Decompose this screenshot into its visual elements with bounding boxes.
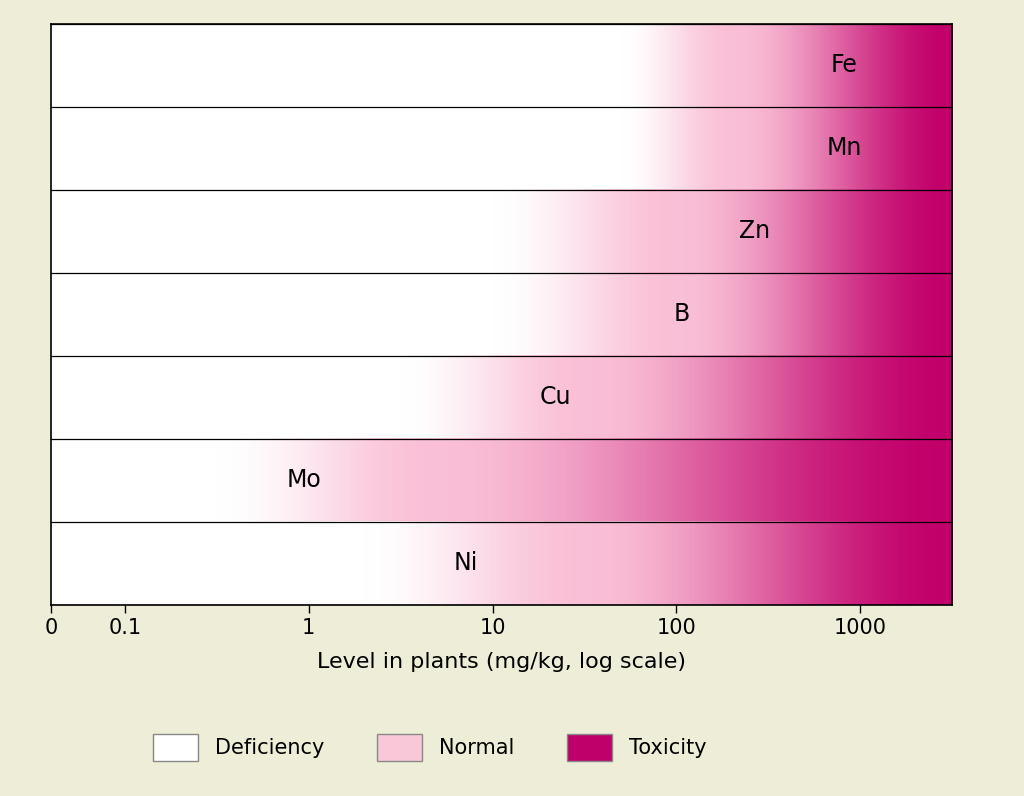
Text: Zn: Zn: [738, 220, 770, 244]
Legend: Deficiency, Normal, Toxicity: Deficiency, Normal, Toxicity: [144, 725, 715, 769]
Text: Fe: Fe: [830, 53, 858, 77]
Text: Ni: Ni: [454, 552, 478, 576]
Text: B: B: [674, 302, 690, 326]
X-axis label: Level in plants (mg/kg, log scale): Level in plants (mg/kg, log scale): [317, 652, 686, 672]
Text: Cu: Cu: [540, 385, 571, 409]
Text: Mn: Mn: [826, 136, 862, 161]
Text: Mo: Mo: [286, 468, 321, 493]
